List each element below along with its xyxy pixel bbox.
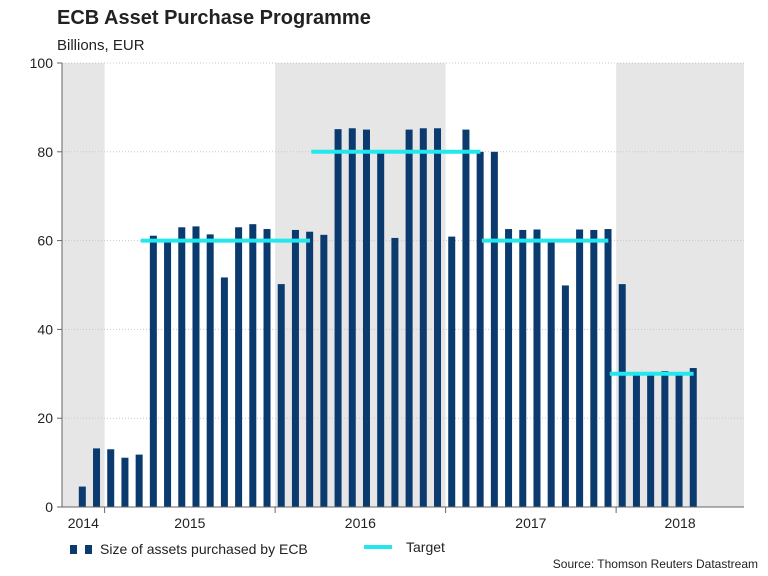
chart-title: ECB Asset Purchase Programme [57, 7, 371, 29]
x-tick-label-2015: 2015 [174, 515, 205, 531]
x-tick-labels: 2014 2015 2016 2017 2018 [68, 515, 696, 531]
y-tick-labels: 0 20 40 60 80 100 [30, 55, 54, 515]
bar-7 [178, 227, 186, 507]
bar-22 [391, 237, 399, 507]
bar-8 [192, 226, 200, 507]
chart-subtitle: Billions, EUR [57, 37, 145, 54]
bar-13 [263, 229, 271, 507]
bar-19 [348, 128, 356, 507]
bar-27 [462, 129, 470, 507]
legend-label-bars: Size of assets purchased by ECB [100, 541, 308, 557]
bar-6 [164, 241, 172, 507]
bar-33 [547, 240, 555, 507]
bar-37 [604, 229, 612, 507]
bar-9 [206, 234, 214, 507]
bar-4 [135, 454, 143, 507]
axes [57, 62, 744, 513]
bar-15 [291, 229, 299, 507]
bar-43 [689, 368, 697, 507]
bar-10 [220, 277, 228, 507]
bar-21 [377, 151, 385, 508]
x-tick-label-2014: 2014 [68, 515, 99, 531]
bar-17 [320, 234, 328, 507]
bar-25 [434, 128, 442, 507]
bar-11 [235, 227, 243, 507]
bar-30 [505, 229, 513, 507]
y-tick-label-60: 60 [37, 233, 53, 249]
bar-28 [476, 151, 484, 508]
bar-29 [490, 151, 498, 508]
bar-23 [405, 129, 413, 507]
bar-40 [647, 373, 655, 507]
y-tick-label-20: 20 [37, 410, 53, 426]
target-series [140, 149, 694, 376]
y-tick-label-80: 80 [37, 144, 53, 160]
x-tick-label-2017: 2017 [515, 515, 546, 531]
bar-series [78, 128, 697, 508]
legend-item-target: Target [364, 539, 445, 555]
legend-item-bars: Size of assets purchased by ECB [70, 541, 308, 557]
x-tick-label-2016: 2016 [345, 515, 376, 531]
year-shade-2014 [62, 63, 105, 507]
bar-38 [618, 284, 626, 507]
bar-31 [519, 229, 527, 507]
bar-2 [107, 449, 115, 507]
bar-41 [661, 371, 669, 507]
bar-32 [533, 229, 541, 507]
legend-bar-swatch [70, 544, 77, 554]
bar-39 [632, 373, 640, 507]
year-shade-2016 [275, 63, 446, 507]
source-note: Source: Thomson Reuters Datastream [552, 557, 758, 571]
bar-5 [149, 235, 157, 507]
bar-18 [334, 129, 342, 507]
bar-26 [448, 236, 456, 507]
bar-16 [306, 231, 314, 507]
legend-bar-swatch [85, 544, 92, 554]
bar-42 [675, 373, 683, 507]
bar-35 [576, 229, 584, 507]
legend-target-line [364, 545, 392, 549]
bar-3 [121, 457, 129, 507]
bar-14 [277, 284, 285, 507]
bar-12 [249, 224, 257, 507]
x-tick-label-2018: 2018 [664, 515, 695, 531]
y-tick-label-100: 100 [30, 55, 54, 71]
bar-24 [419, 128, 427, 507]
legend-label-target: Target [406, 539, 445, 555]
bar-34 [561, 285, 569, 507]
bar-36 [590, 229, 598, 507]
y-tick-label-40: 40 [37, 321, 53, 337]
bar-1 [93, 448, 101, 507]
y-tick-label-0: 0 [45, 499, 53, 515]
bar-20 [362, 129, 370, 507]
bar-0 [78, 486, 86, 507]
